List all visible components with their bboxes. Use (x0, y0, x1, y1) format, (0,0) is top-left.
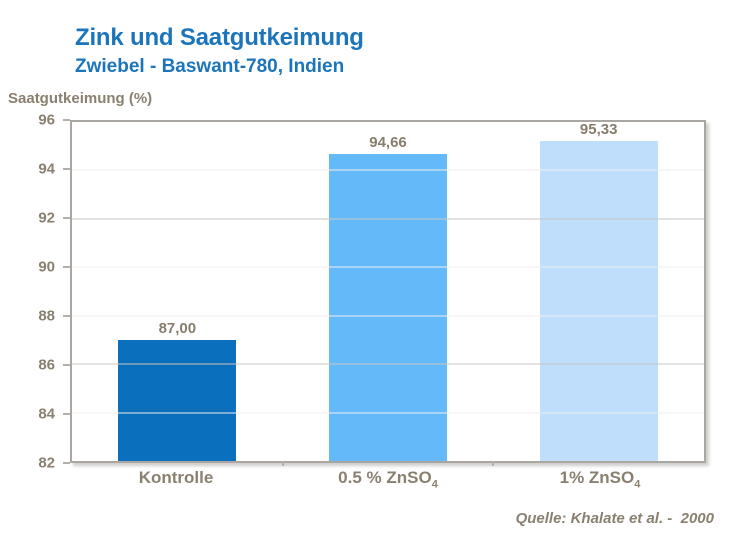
bar-value-label: 94,66 (369, 134, 407, 152)
y-axis-title: Saatgutkeimung (%) (8, 90, 153, 107)
bar-slot-3: 95,33 (493, 122, 704, 461)
x-label-2: 0.5 % ZnSO4 (282, 468, 494, 491)
x-axis-labels: Kontrolle 0.5 % ZnSO4 1% ZnSO4 (70, 468, 706, 491)
source-note: Quelle: Khalate et al. - 2000 (515, 510, 714, 527)
gridline-90 (72, 266, 704, 268)
ytick-mark-96 (63, 119, 70, 121)
x-label-subscript: 4 (431, 478, 438, 491)
ytick-mark-90 (63, 266, 70, 268)
gridline-92 (72, 218, 704, 220)
bars-row: 87,00 94,66 95,33 (72, 122, 704, 461)
ytick-mark-86 (63, 364, 70, 366)
bar-value-label: 95,33 (579, 121, 618, 138)
bar (329, 154, 447, 461)
ytick-label-82: 82 (38, 454, 55, 472)
ytick-label-84: 84 (38, 405, 55, 423)
chart-title: Zink und Saatgutkeimung (75, 24, 364, 51)
ytick-mark-88 (63, 315, 70, 317)
bar (118, 339, 237, 461)
ytick-label-96: 96 (38, 111, 55, 129)
x-label-3: 1% ZnSO4 (494, 468, 706, 491)
chart-subtitle: Zwiebel - Baswant-780, Indien (75, 56, 345, 77)
x-label-subscript: 4 (634, 478, 641, 491)
gridline-86 (72, 363, 704, 365)
plot-area: 87,00 94,66 95,33 (70, 120, 706, 466)
ytick-label-94: 94 (38, 160, 55, 178)
x-boundary-tick-1 (281, 461, 284, 466)
ytick-label-90: 90 (38, 258, 55, 276)
ytick-label-86: 86 (38, 356, 55, 374)
ytick-mark-94 (63, 168, 70, 170)
y-axis: 96 94 92 90 88 86 84 82 (0, 112, 70, 472)
gridline-94 (72, 169, 704, 171)
ytick-mark-92 (63, 217, 70, 219)
x-label-text: 1% ZnSO (559, 468, 635, 487)
bar-slot-2: 94,66 (283, 122, 494, 461)
x-boundary-tick-2 (492, 461, 495, 466)
ytick-mark-84 (63, 413, 70, 415)
bar (539, 141, 658, 461)
x-label-text: Kontrolle (138, 468, 214, 487)
gridline-88 (72, 315, 704, 317)
bar-value-label: 87,00 (158, 319, 197, 337)
x-label-text: 0.5 % ZnSO (338, 468, 432, 487)
ytick-mark-82 (63, 462, 70, 464)
ytick-label-88: 88 (38, 307, 55, 325)
gridline-84 (72, 412, 704, 414)
ytick-label-92: 92 (38, 209, 55, 227)
x-label-1: Kontrolle (70, 468, 282, 488)
bar-slot-1: 87,00 (72, 122, 283, 461)
